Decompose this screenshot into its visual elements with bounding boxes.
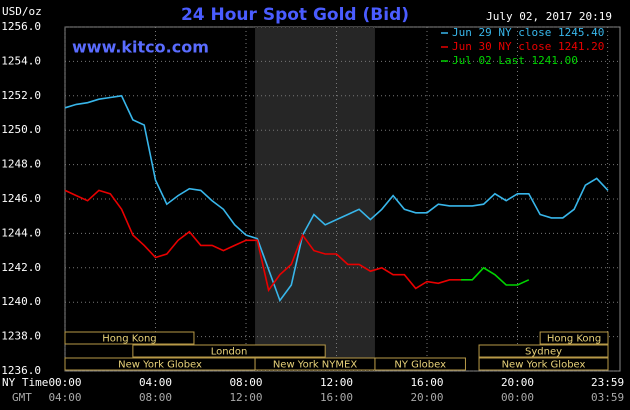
x-tick-label: 23:59 [591, 376, 624, 389]
x2-axis-label: GMT [12, 391, 32, 404]
session-label: Hong Kong [547, 334, 601, 345]
y-tick-label: 1240.0 [1, 295, 41, 308]
y-tick-label: 1238.0 [1, 330, 41, 343]
legend-entry: Jul 02 Last 1241.00 [452, 54, 578, 67]
session-label: New York Globex [502, 360, 586, 371]
x2-tick-label: 04:00 [48, 391, 81, 404]
x2-tick-label: 20:00 [410, 391, 443, 404]
session-bar [132, 344, 326, 358]
session-label: London [211, 347, 248, 358]
session-bar [478, 344, 609, 358]
x2-tick-label: 12:00 [229, 391, 262, 404]
x-tick-label: 16:00 [410, 376, 443, 389]
x-tick-label: 20:00 [501, 376, 534, 389]
session-label: Hong Kong [102, 334, 156, 345]
x-tick-label: 08:00 [229, 376, 262, 389]
legend-entry: Jun 30 NY close 1241.20 [452, 40, 604, 53]
y-tick-label: 1252.0 [1, 89, 41, 102]
subtitle: www.kitco.com [72, 38, 209, 57]
y-tick-label: 1246.0 [1, 192, 41, 205]
y-tick-label: 1256.0 [1, 20, 41, 33]
session-label: Sydney [525, 347, 562, 358]
x-tick-label: 00:00 [48, 376, 81, 389]
x-tick-label: 04:00 [139, 376, 172, 389]
y-tick-label: 1250.0 [1, 123, 41, 136]
y-tick-label: 1248.0 [1, 158, 41, 171]
series-line [460, 266, 530, 286]
y-tick-label: 1254.0 [1, 54, 41, 67]
session-bar [64, 331, 195, 345]
timestamp: July 02, 2017 20:19 [486, 10, 612, 23]
y-axis-label: USD/oz [2, 5, 42, 18]
legend-entry: Jun 29 NY close 1245.40 [452, 26, 604, 39]
x-tick-label: 12:00 [320, 376, 353, 389]
x-axis-label: NY Time [2, 376, 48, 389]
chart-title: 24 Hour Spot Gold (Bid) [181, 5, 409, 25]
session-bar [478, 357, 609, 371]
x2-tick-label: 03:59 [591, 391, 624, 404]
session-bar [539, 331, 609, 345]
highlight-band [255, 27, 375, 371]
session-label: NY Globex [394, 360, 446, 371]
series-line [64, 189, 461, 293]
y-tick-label: 1236.0 [1, 364, 41, 377]
session-bar [374, 357, 466, 371]
x2-tick-label: 16:00 [320, 391, 353, 404]
y-tick-label: 1242.0 [1, 261, 41, 274]
session-label: New York Globex [118, 360, 202, 371]
x2-tick-label: 00:00 [501, 391, 534, 404]
series-line [64, 94, 609, 303]
session-label: New York NYMEX [273, 360, 358, 371]
y-tick-label: 1244.0 [1, 226, 41, 239]
x2-tick-label: 08:00 [139, 391, 172, 404]
